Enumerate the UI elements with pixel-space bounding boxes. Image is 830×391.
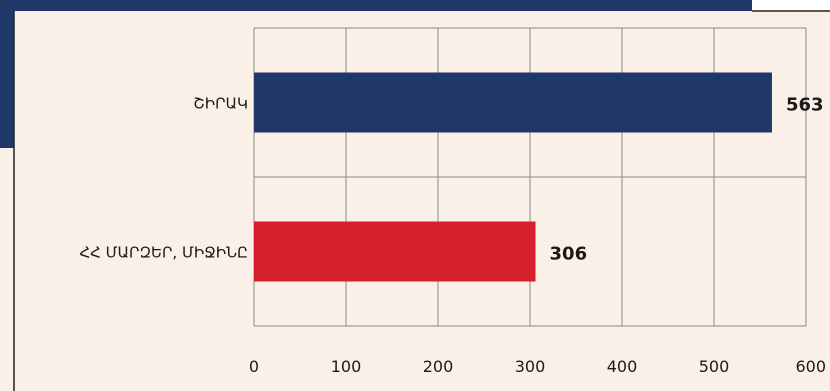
bars (254, 72, 772, 282)
tick-label: 0 (249, 357, 259, 376)
bar (254, 221, 536, 282)
tick-label: 500 (699, 357, 730, 376)
data-label: 306 (550, 244, 588, 265)
bar (254, 72, 772, 133)
category-label: ՇԻՐԱԿ (193, 95, 248, 113)
tick-label: 600 (795, 357, 826, 376)
category-label: ՀՀ ՄԱՐԶԵՐ, ՄԻՋԻՆԸ (79, 244, 248, 262)
chart-panel (14, 11, 830, 391)
category-labels: ՇԻՐԱԿ ՀՀ ՄԱՐԶԵՐ, ՄԻՋԻՆԸ (79, 95, 248, 262)
tick-label: 300 (515, 357, 546, 376)
value-labels: 563 306 (550, 95, 824, 265)
data-label: 563 (786, 95, 824, 116)
x-axis-ticks: 0 100 200 300 400 500 600 (249, 357, 826, 376)
panel-left-edge (0, 148, 14, 391)
tick-label: 100 (331, 357, 362, 376)
tick-label: 200 (423, 357, 454, 376)
tick-label: 400 (607, 357, 638, 376)
